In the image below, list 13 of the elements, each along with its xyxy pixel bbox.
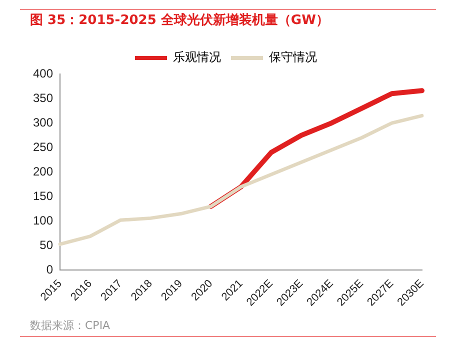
- legend-label: 乐观情况: [173, 50, 221, 64]
- source-note: 数据来源：CPIA: [30, 318, 110, 333]
- chart-title: 图 35：2015-2025 全球光伏新增装机量（GW）: [30, 12, 329, 29]
- legend-label: 保守情况: [269, 50, 317, 64]
- y-tick-label: 50: [40, 238, 54, 252]
- y-tick-label: 250: [32, 140, 54, 154]
- y-tick-label: 100: [32, 213, 54, 228]
- y-tick-label: 0: [46, 262, 54, 276]
- y-tick-label: 150: [32, 188, 54, 203]
- y-tick-label: 400: [32, 66, 54, 80]
- y-tick-label: 200: [32, 164, 54, 178]
- y-tick-label: 350: [32, 90, 54, 105]
- y-tick-label: 300: [32, 115, 54, 130]
